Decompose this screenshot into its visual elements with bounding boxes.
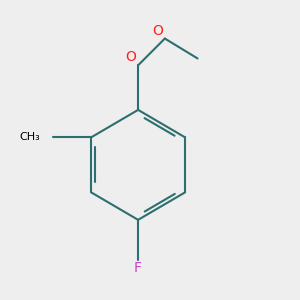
Text: CH₃: CH₃ <box>19 132 40 142</box>
Text: O: O <box>126 50 136 64</box>
Text: F: F <box>134 262 142 275</box>
Text: O: O <box>152 24 164 38</box>
